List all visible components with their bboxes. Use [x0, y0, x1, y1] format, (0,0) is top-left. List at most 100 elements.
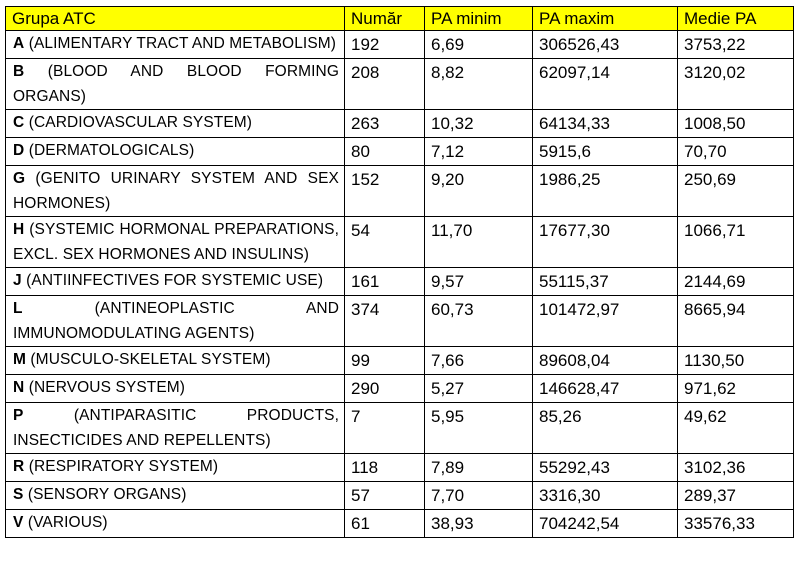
- table-row: J (ANTIINFECTIVES FOR SYSTEMIC USE) 161 9,…: [5, 267, 794, 296]
- atc-description: (MUSCULO-SKELETAL SYSTEM): [26, 351, 271, 368]
- cell-pa-maxim: 3316,30: [532, 481, 678, 510]
- table-row: G (GENITO URINARY SYSTEM AND SEX HORMONE…: [5, 165, 794, 217]
- cell-pa-maxim: 55292,43: [532, 453, 678, 482]
- cell-grupa-atc: L (ANTINEOPLASTIC AND IMMUNOMODULATING A…: [5, 295, 345, 347]
- atc-code: B: [13, 63, 25, 80]
- cell-pa-maxim: 55115,37: [532, 267, 678, 296]
- header-numar: Număr: [344, 6, 425, 31]
- cell-pa-maxim: 62097,14: [532, 58, 678, 110]
- header-pa-maxim: PA maxim: [532, 6, 678, 31]
- atc-description: (RESPIRATORY SYSTEM): [24, 458, 219, 475]
- cell-pa-maxim: 5915,6: [532, 137, 678, 166]
- atc-code: N: [13, 379, 25, 396]
- cell-grupa-atc: H (SYSTEMIC HORMONAL PREPARATIONS, EXCL.…: [5, 216, 345, 268]
- cell-pa-minim: 7,89: [424, 453, 533, 482]
- atc-description: (NERVOUS SYSTEM): [24, 379, 186, 396]
- cell-medie-pa: 70,70: [677, 137, 794, 166]
- table-row: A (ALIMENTARY TRACT AND METABOLISM) 192 6,…: [5, 30, 794, 59]
- atc-description: (CARDIOVASCULAR SYSTEM): [24, 114, 253, 131]
- table-row: B (BLOOD AND BLOOD FORMING ORGANS) 208 8,8…: [5, 58, 794, 110]
- atc-code: G: [13, 170, 26, 187]
- cell-grupa-atc: V (VARIOUS): [5, 509, 345, 538]
- table-row: S (SENSORY ORGANS) 57 7,70 3316,30 289,37: [5, 481, 794, 510]
- atc-description: (BLOOD AND BLOOD FORMING ORGANS): [13, 63, 339, 105]
- cell-medie-pa: 2144,69: [677, 267, 794, 296]
- cell-pa-minim: 7,12: [424, 137, 533, 166]
- cell-medie-pa: 971,62: [677, 374, 794, 403]
- cell-pa-minim: 5,95: [424, 402, 533, 454]
- cell-grupa-atc: D (DERMATOLOGICALS): [5, 137, 345, 166]
- atc-code: M: [13, 351, 27, 368]
- atc-description: (ANTIINFECTIVES FOR SYSTEMIC USE): [21, 272, 324, 289]
- cell-pa-minim: 7,66: [424, 346, 533, 375]
- cell-pa-minim: 5,27: [424, 374, 533, 403]
- cell-grupa-atc: J (ANTIINFECTIVES FOR SYSTEMIC USE): [5, 267, 345, 296]
- cell-numar: 263: [344, 109, 425, 138]
- cell-pa-minim: 60,73: [424, 295, 533, 347]
- cell-pa-maxim: 306526,43: [532, 30, 678, 59]
- cell-pa-minim: 9,20: [424, 165, 533, 217]
- atc-groups-table: Grupa ATC Număr PA minim PA maxim Medie …: [5, 6, 794, 538]
- cell-medie-pa: 3120,02: [677, 58, 794, 110]
- cell-medie-pa: 1066,71: [677, 216, 794, 268]
- cell-numar: 290: [344, 374, 425, 403]
- table-row: C (CARDIOVASCULAR SYSTEM) 263 10,32 64134,3…: [5, 109, 794, 138]
- cell-pa-maxim: 85,26: [532, 402, 678, 454]
- cell-numar: 118: [344, 453, 425, 482]
- cell-grupa-atc: R (RESPIRATORY SYSTEM): [5, 453, 345, 482]
- table-row: D (DERMATOLOGICALS) 80 7,12 5915,6 70,70: [5, 137, 794, 166]
- header-grupa-atc: Grupa ATC: [5, 6, 345, 31]
- cell-pa-minim: 11,70: [424, 216, 533, 268]
- cell-pa-maxim: 101472,97: [532, 295, 678, 347]
- cell-pa-maxim: 704242,54: [532, 509, 678, 538]
- atc-code: L: [13, 300, 23, 317]
- table-row: H (SYSTEMIC HORMONAL PREPARATIONS, EXCL.…: [5, 216, 794, 268]
- cell-numar: 57: [344, 481, 425, 510]
- cell-grupa-atc: P (ANTIPARASITIC PRODUCTS, INSECTICIDES …: [5, 402, 345, 454]
- cell-numar: 161: [344, 267, 425, 296]
- cell-medie-pa: 289,37: [677, 481, 794, 510]
- cell-numar: 54: [344, 216, 425, 268]
- table-row: R (RESPIRATORY SYSTEM) 118 7,89 55292,43 310…: [5, 453, 794, 482]
- cell-numar: 374: [344, 295, 425, 347]
- cell-numar: 99: [344, 346, 425, 375]
- atc-code: S: [13, 486, 24, 503]
- cell-medie-pa: 3753,22: [677, 30, 794, 59]
- atc-description: (SYSTEMIC HORMONAL PREPARATIONS, EXCL. S…: [13, 221, 339, 263]
- cell-grupa-atc: S (SENSORY ORGANS): [5, 481, 345, 510]
- cell-numar: 80: [344, 137, 425, 166]
- atc-code: C: [13, 114, 25, 131]
- cell-numar: 7: [344, 402, 425, 454]
- atc-description: (ANTINEOPLASTIC AND IMMUNOMODULATING AGE…: [13, 300, 339, 342]
- cell-medie-pa: 1008,50: [677, 109, 794, 138]
- cell-pa-minim: 6,69: [424, 30, 533, 59]
- atc-description: (DERMATOLOGICALS): [24, 142, 195, 159]
- atc-description: (VARIOUS): [23, 514, 108, 531]
- atc-code: R: [13, 458, 25, 475]
- table-row: M (MUSCULO-SKELETAL SYSTEM) 99 7,66 89608,0…: [5, 346, 794, 375]
- cell-medie-pa: 8665,94: [677, 295, 794, 347]
- cell-grupa-atc: C (CARDIOVASCULAR SYSTEM): [5, 109, 345, 138]
- cell-pa-maxim: 146628,47: [532, 374, 678, 403]
- cell-pa-maxim: 89608,04: [532, 346, 678, 375]
- cell-medie-pa: 3102,36: [677, 453, 794, 482]
- atc-code: J: [13, 272, 22, 289]
- cell-pa-minim: 10,32: [424, 109, 533, 138]
- atc-description: (ANTIPARASITIC PRODUCTS, INSECTICIDES AN…: [13, 407, 339, 449]
- cell-grupa-atc: A (ALIMENTARY TRACT AND METABOLISM): [5, 30, 345, 59]
- cell-pa-maxim: 64134,33: [532, 109, 678, 138]
- atc-code: P: [13, 407, 24, 424]
- cell-medie-pa: 250,69: [677, 165, 794, 217]
- cell-pa-minim: 38,93: [424, 509, 533, 538]
- table-row: L (ANTINEOPLASTIC AND IMMUNOMODULATING A…: [5, 295, 794, 347]
- cell-grupa-atc: B (BLOOD AND BLOOD FORMING ORGANS): [5, 58, 345, 110]
- header-medie-pa: Medie PA: [677, 6, 794, 31]
- table-row: N (NERVOUS SYSTEM) 290 5,27 146628,47 971,62: [5, 374, 794, 403]
- table-row: P (ANTIPARASITIC PRODUCTS, INSECTICIDES …: [5, 402, 794, 454]
- atc-description: (SENSORY ORGANS): [23, 486, 187, 503]
- cell-numar: 152: [344, 165, 425, 217]
- cell-grupa-atc: M (MUSCULO-SKELETAL SYSTEM): [5, 346, 345, 375]
- atc-code: D: [13, 142, 25, 159]
- cell-pa-minim: 8,82: [424, 58, 533, 110]
- cell-pa-minim: 9,57: [424, 267, 533, 296]
